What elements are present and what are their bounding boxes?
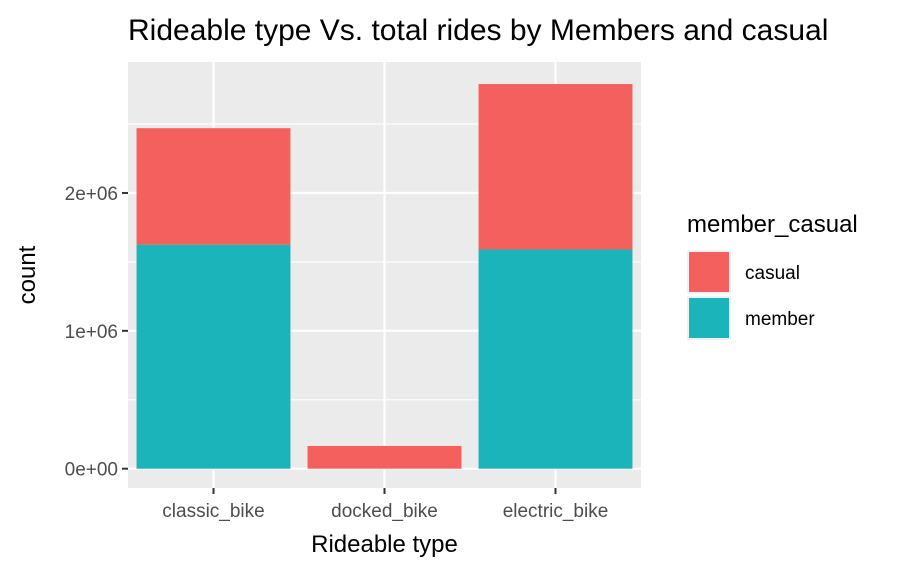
chart-title: Rideable type Vs. total rides by Members… [128, 14, 828, 47]
x-tick-label: docked_bike [331, 501, 438, 522]
legend-swatch-member [689, 298, 729, 338]
legend-label-casual: casual [745, 263, 800, 284]
y-tick-label: 0e+00 [65, 460, 118, 481]
legend-swatch-casual [689, 252, 729, 292]
x-tick-label: classic_bike [162, 501, 264, 522]
bar-member-electric_bike [478, 249, 633, 469]
bar-casual-classic_bike [136, 128, 291, 245]
y-tick-label: 2e+06 [65, 184, 118, 205]
bar-casual-electric_bike [478, 84, 633, 250]
x-axis-title: Rideable type [311, 531, 458, 558]
legend-entries: casual member [687, 250, 815, 340]
y-axis-title: count [14, 245, 41, 304]
bars-layer [136, 84, 633, 469]
bar-member-classic_bike [136, 244, 291, 469]
legend: member_casual casual member [687, 211, 858, 340]
legend-label-member: member [745, 309, 815, 330]
x-tick-label: electric_bike [503, 501, 609, 522]
legend-title: member_casual [687, 211, 858, 238]
y-tick-label: 1e+06 [65, 322, 118, 343]
bar-casual-docked_bike [307, 445, 462, 469]
axis-layer: 0e+00 1e+06 2e+06 classic_bike docked_bike el… [65, 184, 609, 522]
